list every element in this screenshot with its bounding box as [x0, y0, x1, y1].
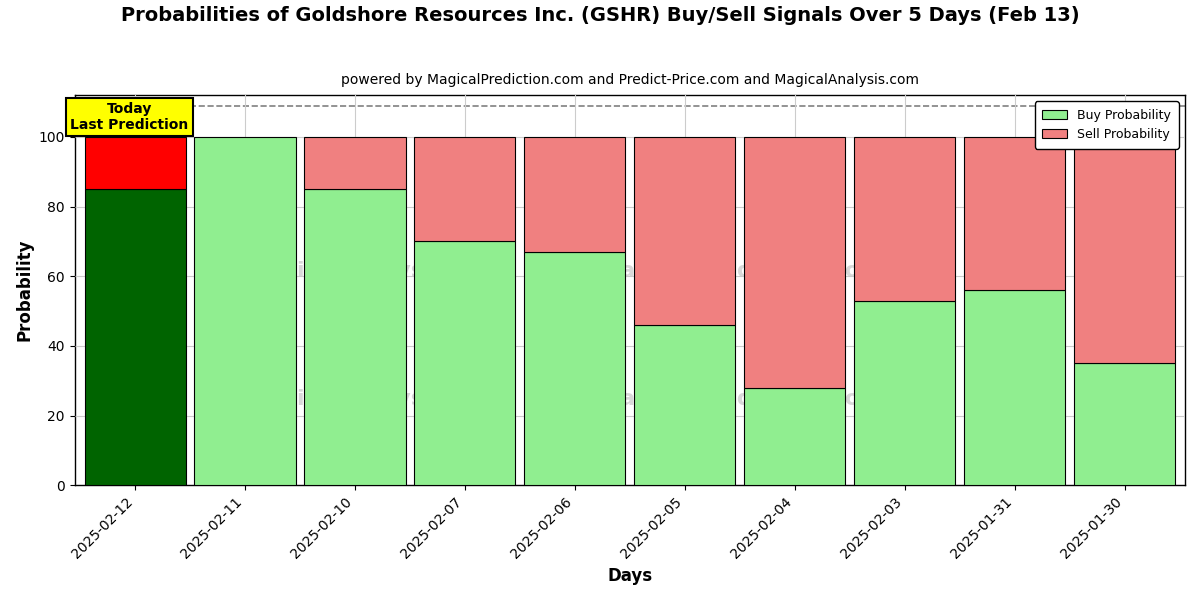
Text: MagicalPrediction.com: MagicalPrediction.com — [598, 389, 883, 409]
Bar — [635, 325, 736, 485]
Bar — [854, 137, 955, 301]
Bar — [305, 189, 406, 485]
Bar — [744, 388, 845, 485]
Text: Probabilities of Goldshore Resources Inc. (GSHR) Buy/Sell Signals Over 5 Days (F: Probabilities of Goldshore Resources Inc… — [121, 6, 1079, 25]
Legend: Buy Probability, Sell Probability: Buy Probability, Sell Probability — [1034, 101, 1178, 149]
Bar — [635, 137, 736, 325]
Bar — [84, 137, 186, 189]
X-axis label: Days: Days — [607, 567, 653, 585]
Y-axis label: Probability: Probability — [16, 239, 34, 341]
Bar — [414, 137, 516, 241]
Bar — [1074, 364, 1175, 485]
Text: Today
Last Prediction: Today Last Prediction — [71, 102, 188, 132]
Bar — [414, 241, 516, 485]
Text: MagicalPrediction.com: MagicalPrediction.com — [598, 260, 883, 281]
Title: powered by MagicalPrediction.com and Predict-Price.com and MagicalAnalysis.com: powered by MagicalPrediction.com and Pre… — [341, 73, 919, 87]
Bar — [524, 252, 625, 485]
Bar — [305, 137, 406, 189]
Bar — [964, 290, 1066, 485]
Bar — [84, 189, 186, 485]
Bar — [854, 301, 955, 485]
Bar — [1074, 137, 1175, 364]
Bar — [964, 137, 1066, 290]
Text: MagicalAnalysis.com: MagicalAnalysis.com — [244, 260, 505, 281]
Bar — [744, 137, 845, 388]
Text: MagicalAnalysis.com: MagicalAnalysis.com — [244, 389, 505, 409]
Bar — [524, 137, 625, 252]
Bar — [194, 137, 295, 485]
